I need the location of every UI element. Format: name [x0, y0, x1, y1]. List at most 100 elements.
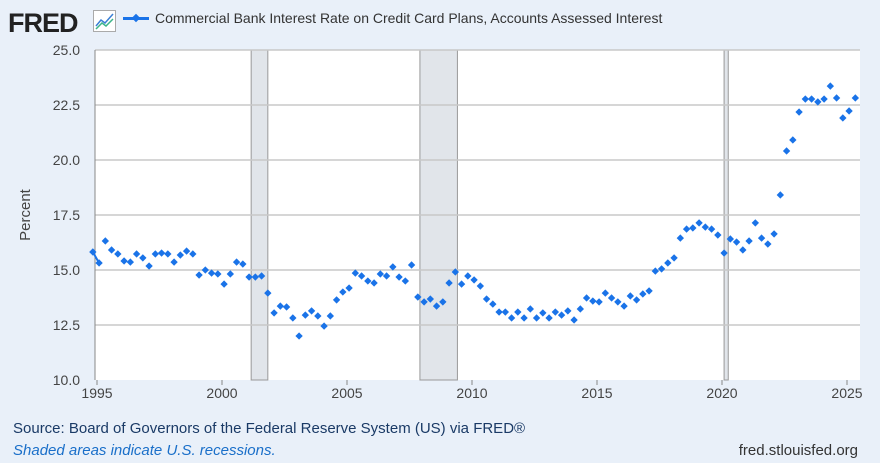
- data-point: [632, 296, 641, 304]
- site-link[interactable]: fred.stlouisfed.org: [738, 442, 858, 459]
- x-tick-label: 1995: [81, 385, 112, 401]
- data-point: [582, 294, 591, 302]
- data-point: [714, 231, 722, 239]
- data-point: [657, 265, 666, 273]
- data-point: [707, 225, 716, 233]
- data-point: [276, 302, 285, 310]
- data-point: [176, 251, 185, 259]
- legend-marker-icon: [123, 16, 149, 20]
- data-point: [507, 314, 516, 322]
- y-axis-label: Percent: [17, 188, 34, 241]
- data-point: [170, 258, 178, 266]
- data-point: [457, 280, 466, 288]
- data-point: [295, 332, 303, 340]
- data-point: [639, 290, 647, 298]
- data-point: [226, 270, 235, 278]
- data-point: [532, 314, 541, 322]
- data-point: [651, 267, 660, 275]
- data-point: [551, 308, 560, 316]
- data-point: [382, 272, 391, 280]
- data-point: [151, 250, 160, 258]
- data-point: [432, 302, 441, 310]
- data-point: [326, 312, 335, 320]
- data-point: [207, 269, 216, 277]
- data-point: [757, 234, 766, 242]
- data-point: [576, 305, 585, 313]
- data-point: [214, 270, 222, 278]
- data-point: [314, 312, 322, 320]
- data-point: [201, 266, 210, 274]
- data-point: [601, 289, 610, 297]
- x-tick-label: 2025: [831, 385, 862, 401]
- data-point: [157, 249, 166, 257]
- data-point: [264, 289, 272, 297]
- legend-label: Commercial Bank Interest Rate on Credit …: [155, 10, 663, 26]
- data-point: [614, 298, 622, 306]
- data-point: [701, 223, 710, 231]
- data-point: [345, 284, 353, 292]
- y-tick-label: 10.0: [53, 372, 80, 388]
- data-point: [526, 305, 535, 313]
- data-point: [595, 298, 603, 306]
- data-point: [495, 308, 503, 316]
- data-point: [570, 316, 578, 324]
- y-tick-label: 17.5: [53, 207, 80, 223]
- data-point: [389, 263, 397, 271]
- data-point: [257, 272, 266, 280]
- fred-logo[interactable]: FRED: [8, 8, 78, 38]
- data-point: [289, 314, 297, 322]
- data-point: [376, 270, 385, 278]
- data-point: [564, 307, 572, 315]
- data-point: [307, 307, 316, 315]
- data-point: [514, 308, 522, 316]
- data-point: [439, 298, 447, 306]
- data-point: [301, 311, 310, 319]
- data-point: [407, 261, 416, 269]
- data-point: [232, 258, 241, 266]
- x-tick-label: 2010: [456, 385, 487, 401]
- data-point: [451, 268, 460, 276]
- x-tick-label: 2000: [206, 385, 237, 401]
- data-point: [401, 277, 410, 285]
- data-point: [539, 309, 547, 317]
- data-point: [670, 254, 678, 262]
- data-point: [745, 237, 753, 245]
- data-point: [470, 276, 478, 284]
- data-point: [395, 273, 403, 281]
- y-tick-label: 15.0: [53, 262, 80, 278]
- data-point: [370, 279, 378, 287]
- data-point: [220, 280, 228, 288]
- data-point: [620, 302, 628, 310]
- line-chart-icon[interactable]: [93, 10, 116, 32]
- data-point: [189, 250, 197, 258]
- data-point: [339, 288, 347, 296]
- recession-note: Shaded areas indicate U.S. recessions.: [13, 442, 276, 459]
- data-point: [320, 322, 328, 330]
- data-point: [270, 309, 278, 317]
- data-point: [845, 107, 853, 115]
- data-point: [557, 311, 566, 319]
- data-point: [489, 300, 497, 308]
- data-point: [607, 294, 616, 302]
- data-point: [132, 250, 141, 258]
- y-tick-label: 20.0: [53, 152, 80, 168]
- data-point: [501, 308, 510, 316]
- data-point: [332, 296, 341, 304]
- data-point: [482, 295, 491, 303]
- data-point: [682, 225, 691, 233]
- data-point: [589, 297, 597, 305]
- data-point: [239, 260, 247, 268]
- data-point: [245, 273, 253, 281]
- data-point: [195, 271, 203, 279]
- data-point: [445, 279, 453, 287]
- data-point: [664, 259, 672, 267]
- legend: Commercial Bank Interest Rate on Credit …: [123, 10, 662, 26]
- data-point: [282, 303, 291, 311]
- data-point: [164, 250, 172, 258]
- data-point: [426, 295, 435, 303]
- x-tick-label: 2005: [331, 385, 362, 401]
- data-point: [476, 282, 485, 290]
- y-tick-label: 22.5: [53, 97, 80, 113]
- data-point: [364, 277, 372, 285]
- data-point: [626, 292, 635, 300]
